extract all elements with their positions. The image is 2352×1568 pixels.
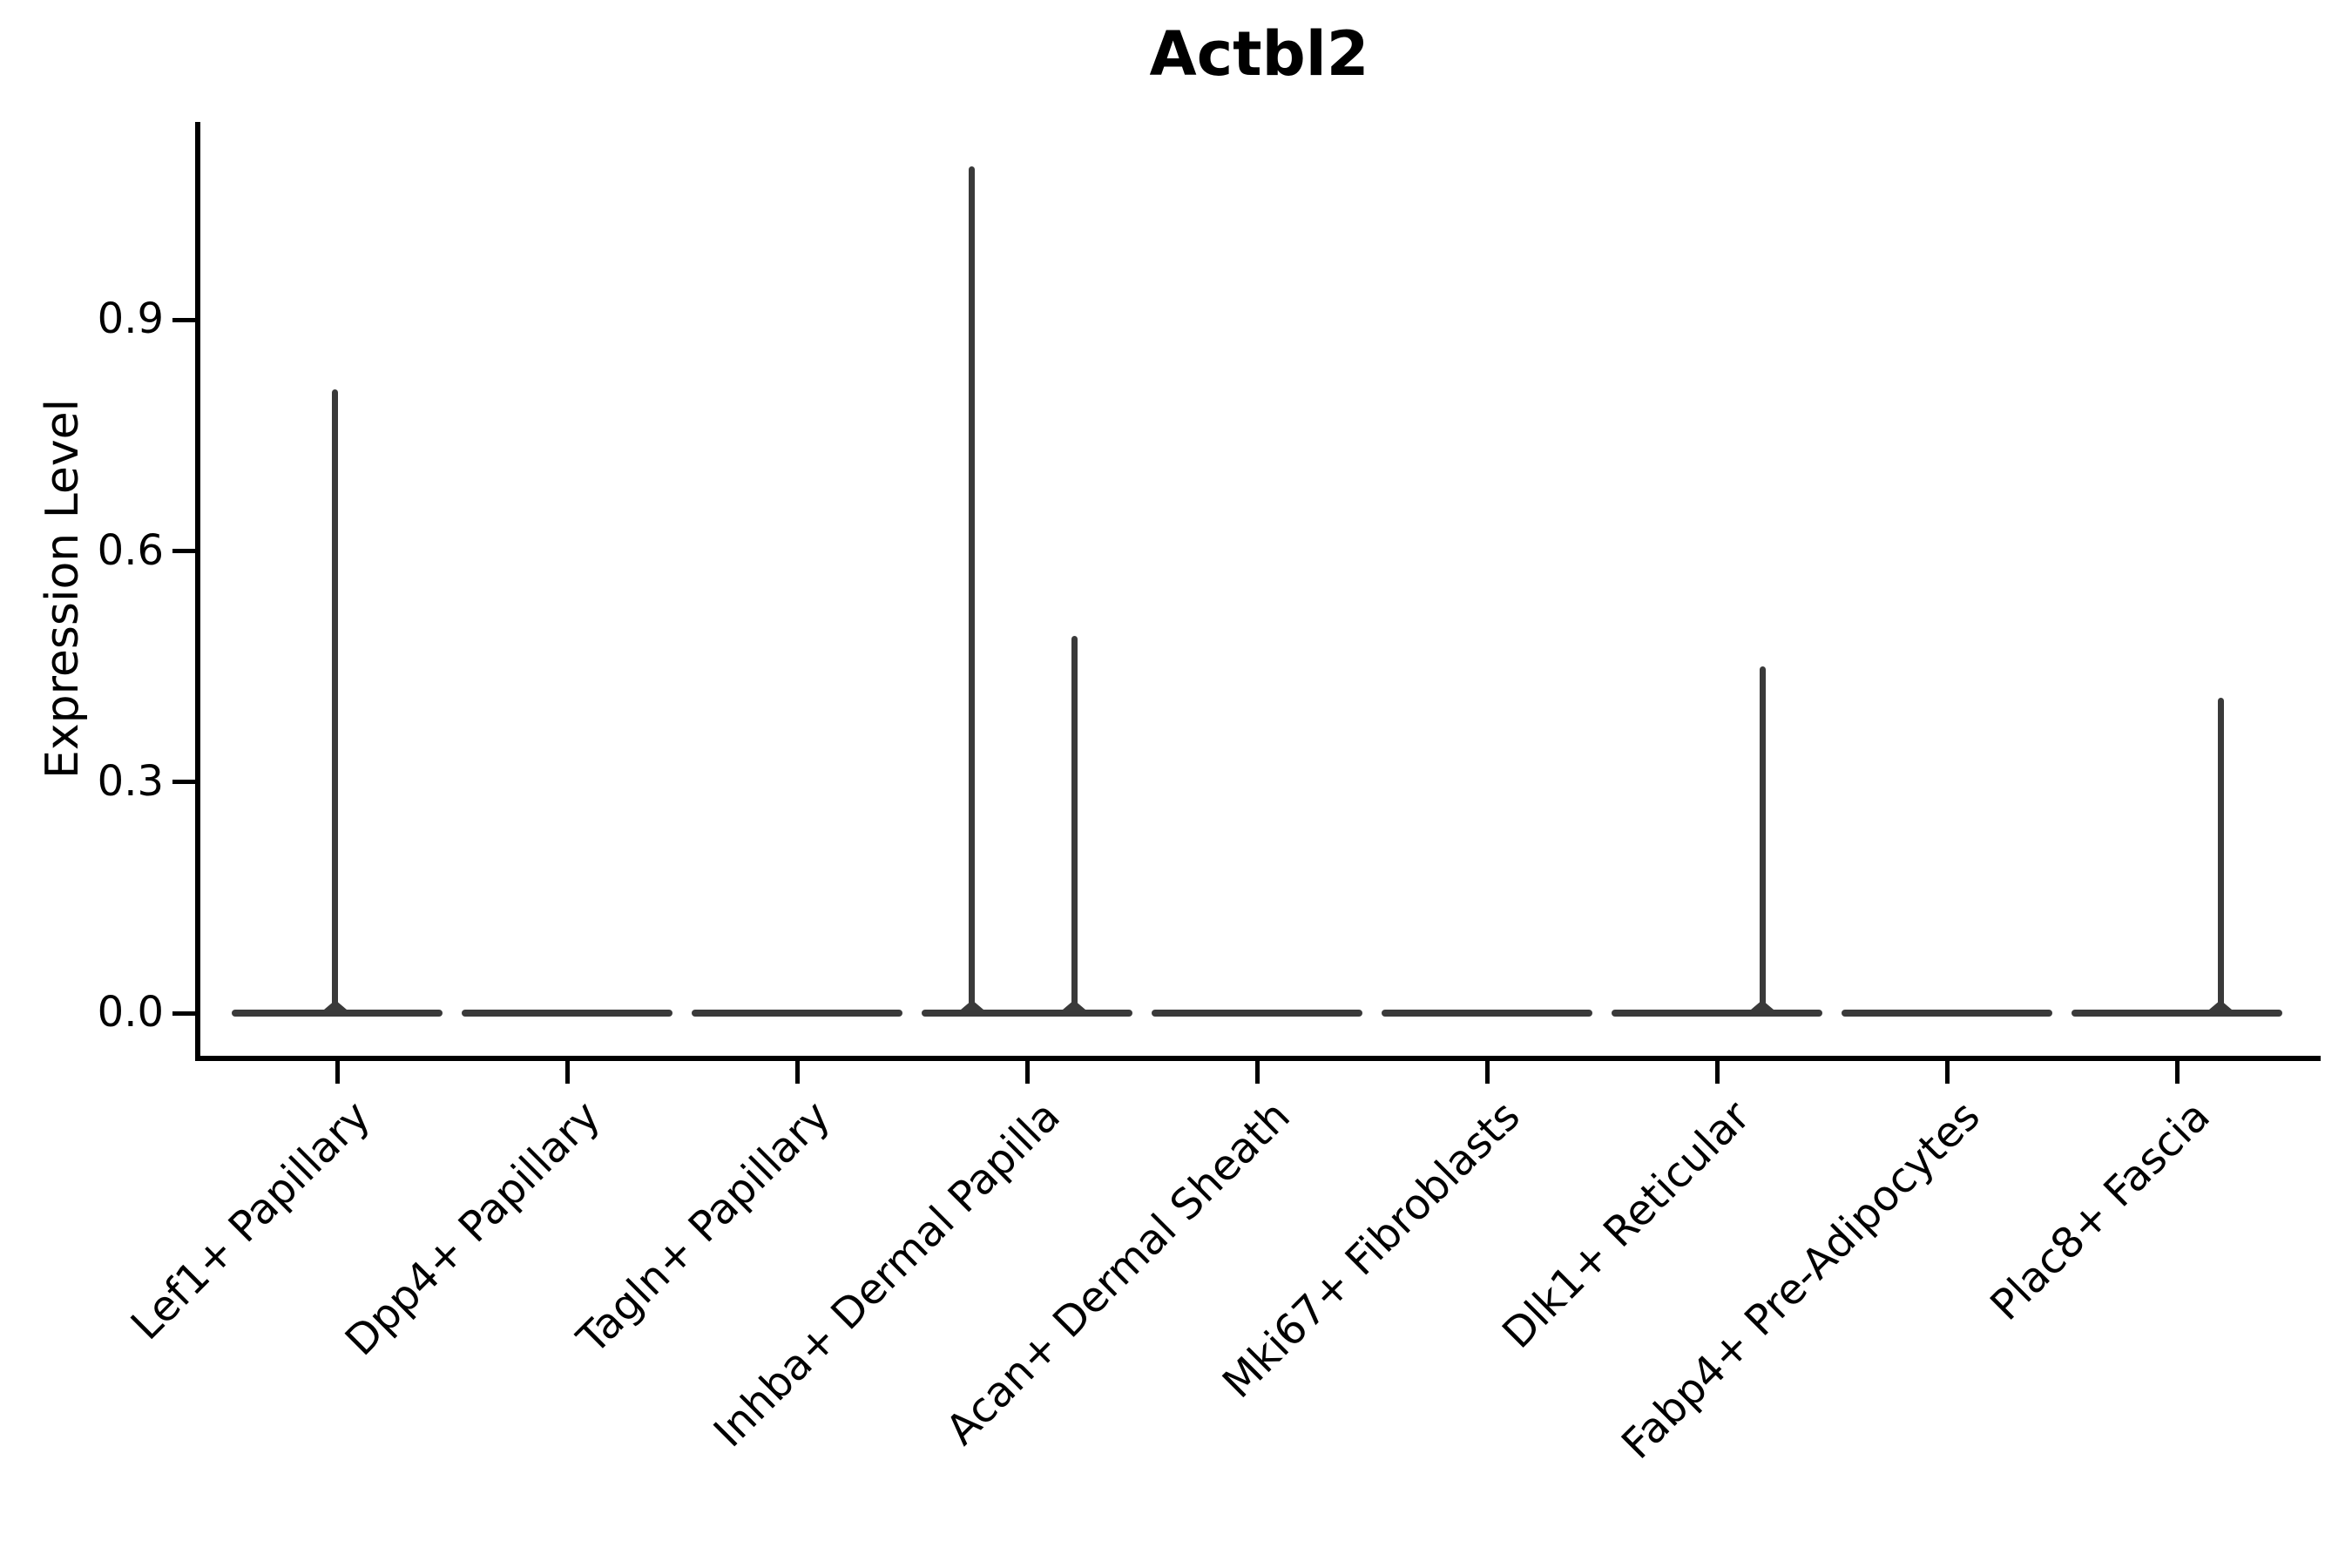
y-tick-label: 0.3: [97, 756, 164, 806]
x-axis-spine: [195, 1056, 2321, 1061]
violin-spike: [969, 166, 976, 1013]
violin-body: [1612, 1010, 1822, 1017]
violin-body: [1152, 1010, 1362, 1017]
violin-spike: [2217, 697, 2224, 1013]
x-tick: [1714, 1061, 1720, 1084]
violin-body: [1382, 1010, 1592, 1017]
x-tick: [794, 1061, 800, 1084]
y-axis-label: Expression Level: [37, 398, 89, 780]
violin-body: [692, 1010, 902, 1017]
violin-body: [1842, 1010, 2052, 1017]
y-tick: [172, 317, 195, 322]
x-tick-label: Dpp4+ Papillary: [335, 1092, 610, 1366]
violin-spike: [1071, 635, 1078, 1013]
y-tick: [172, 780, 195, 785]
x-tick: [2174, 1061, 2180, 1084]
y-tick-label: 0.9: [97, 294, 164, 344]
x-tick: [1024, 1061, 1030, 1084]
violin-body: [922, 1010, 1132, 1017]
y-tick-label: 0.0: [97, 988, 164, 1037]
violin-spike: [332, 389, 339, 1013]
y-tick: [172, 1010, 195, 1016]
x-tick-label: Tagln+ Papillary: [568, 1092, 840, 1363]
violin-body: [2072, 1010, 2282, 1017]
x-tick: [564, 1061, 570, 1084]
violin-spike: [1759, 666, 1766, 1013]
x-tick-label: Plac8+ Fascia: [1981, 1092, 2220, 1330]
violin-body: [232, 1010, 443, 1017]
chart-title: Actbl2: [1149, 18, 1369, 90]
x-tick: [1484, 1061, 1490, 1084]
x-tick: [1254, 1061, 1260, 1084]
x-tick: [1944, 1061, 1950, 1084]
x-tick-label: Dlk1+ Reticular: [1493, 1092, 1760, 1358]
y-tick: [172, 549, 195, 554]
x-tick-label: Lef1+ Papillary: [121, 1092, 380, 1350]
x-tick: [335, 1061, 340, 1084]
violin-body: [462, 1010, 672, 1017]
y-axis-spine: [195, 122, 200, 1061]
y-tick-label: 0.6: [97, 525, 164, 575]
